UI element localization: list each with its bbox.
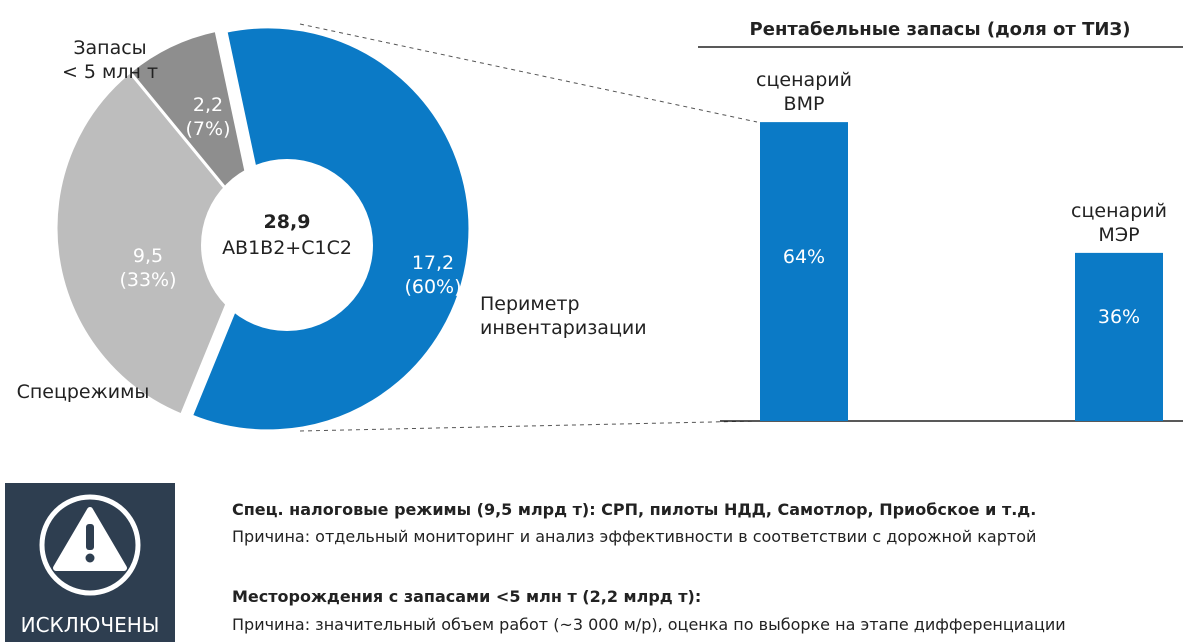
bar — [760, 122, 848, 422]
category-label: Запасы < 5 млн т — [61, 37, 159, 83]
total-caption: АВ1В2+С1С2 — [222, 237, 352, 259]
bar-label: 64% — [782, 245, 826, 268]
note-title: Месторождения с запасами <5 млн т (2,2 м… — [232, 587, 702, 606]
donut-hole — [201, 159, 373, 331]
total-value: 28,9 — [263, 211, 311, 233]
chart-title: Рентабельные запасы (доля от ТИЗ) — [749, 19, 1131, 40]
note-text: Причина: отдельный мониторинг и анализ э… — [232, 527, 1037, 546]
note-text: Причина: значительный объем работ (~3 00… — [232, 615, 1066, 634]
bar — [1075, 252, 1163, 421]
slice-label: 2,2 (7%) — [185, 94, 231, 140]
pie-slice — [127, 28, 260, 229]
pie-slice — [54, 69, 260, 417]
category-label: Периметр инвентаризации — [480, 293, 647, 339]
slice-label: 9,5 (33%) — [119, 245, 177, 291]
category-label: сценарий ВМР — [756, 69, 852, 116]
category-label: сценарий МЭР — [1071, 199, 1167, 246]
bar-label: 36% — [1097, 305, 1141, 328]
connector — [299, 420, 758, 432]
badge-label: ИСКЛЮЧЕНЫ — [20, 613, 160, 637]
connector — [299, 23, 758, 123]
slice-label: 17,2 (60%) — [404, 252, 462, 298]
note-title: Спец. налоговые режимы (9,5 млрд т): СРП… — [232, 500, 1037, 519]
category-label: Спецрежимы — [16, 381, 150, 403]
warning-icon — [39, 494, 141, 596]
